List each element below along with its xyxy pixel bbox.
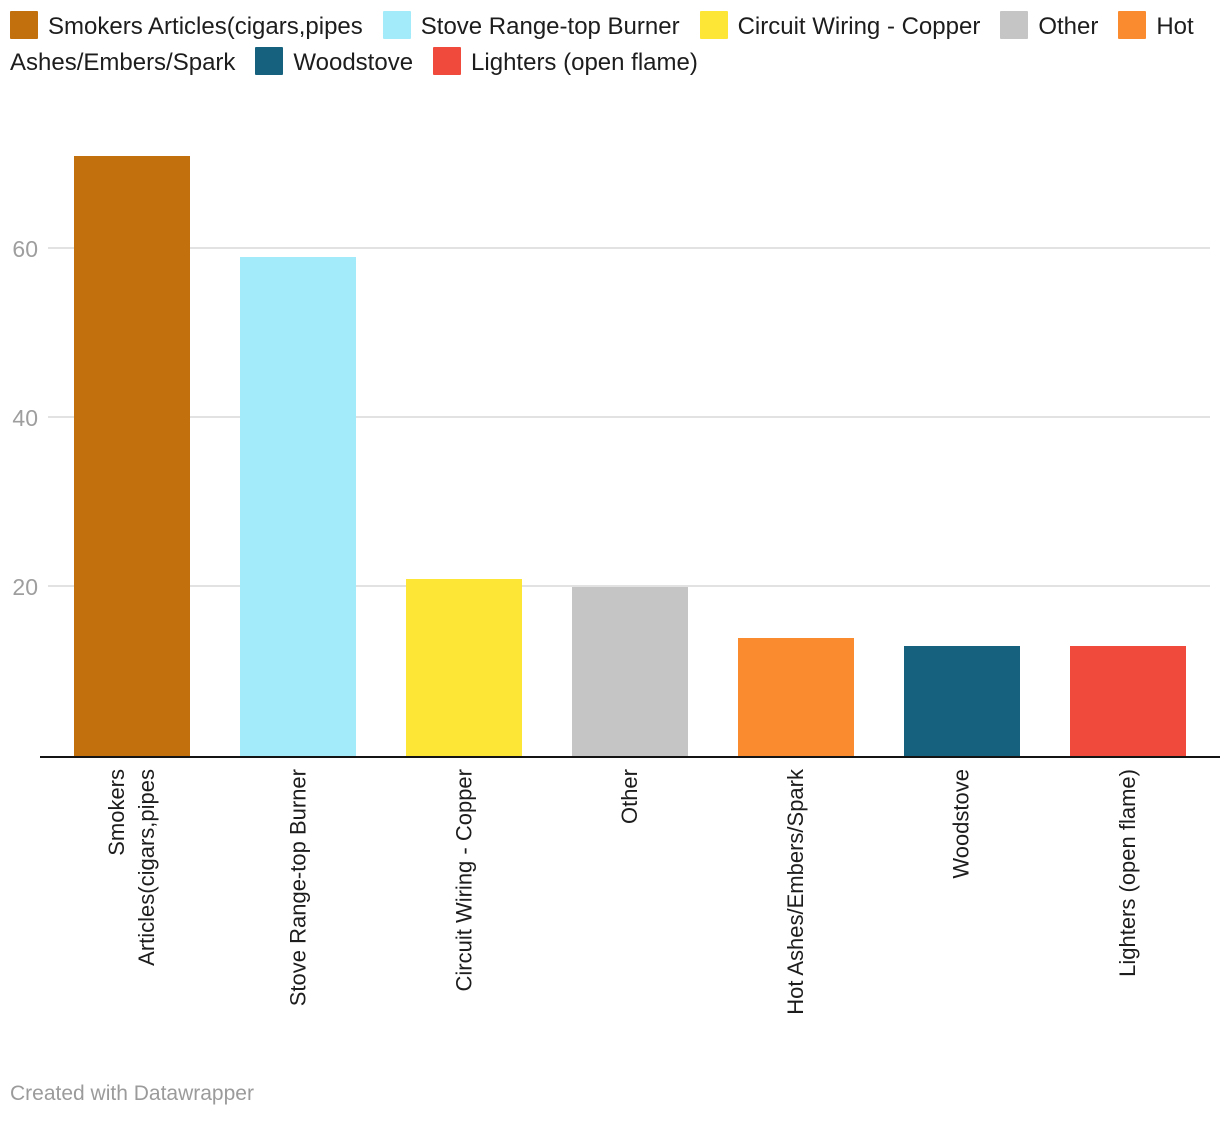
legend-label: Hot Ashes/Embers/Spark — [10, 13, 1194, 76]
legend-item: Stove Range-top Burner — [382, 11, 680, 40]
x-axis-label: Circuit Wiring - Copper — [451, 769, 476, 992]
legend-item: Woodstove — [255, 47, 414, 76]
legend-swatch-square — [699, 11, 728, 39]
legend-swatch-square — [10, 11, 38, 39]
gridline-y-20 — [48, 585, 1210, 587]
legend-item: Lighters (open flame) — [433, 47, 698, 76]
bar-smokers-articles-cigars-pipes[interactable] — [74, 156, 190, 756]
bar-chart: 20 40 60 — [0, 99, 1220, 758]
y-tick-label: 20 — [12, 574, 38, 600]
y-tick-label: 60 — [12, 236, 38, 262]
x-axis-label: Woodstove — [949, 769, 974, 879]
legend-label: Woodstove — [293, 49, 414, 76]
legend-label: Stove Range-top Burner — [420, 13, 680, 40]
legend-label: Other — [1038, 13, 1099, 40]
x-axis-labels: Smokers Articles(cigars,pipes Stove Range… — [0, 758, 1220, 1058]
x-axis-label: Hot Ashes/Embers/Spark — [783, 769, 808, 1015]
legend-item: Circuit Wiring - Copper — [699, 11, 981, 40]
x-axis-label: Lighters (open flame) — [1115, 769, 1140, 977]
legend-swatch-square — [433, 47, 462, 75]
legend-label: Circuit Wiring - Copper — [737, 13, 981, 40]
bar-woodstove[interactable] — [904, 646, 1020, 756]
chart-legend: Smokers Articles(cigars,pipes Stove Range… — [0, 0, 1220, 81]
gridline-y-60 — [48, 247, 1210, 249]
legend-item: Other — [1000, 11, 1099, 40]
bar-other[interactable] — [572, 587, 688, 756]
gridline-y-40 — [48, 416, 1210, 418]
x-axis-line — [40, 756, 1220, 758]
x-axis-label: Smokers Articles(cigars,pipes — [104, 769, 159, 966]
y-tick-label: 40 — [12, 405, 38, 431]
legend-label: Smokers Articles(cigars,pipes — [48, 13, 363, 40]
datawrapper-credit-link[interactable]: Created with Datawrapper — [10, 1082, 254, 1105]
legend-swatch-square — [255, 47, 284, 75]
chart-footer: Created with Datawrapper — [0, 1058, 1220, 1106]
legend-item: Smokers Articles(cigars,pipes — [10, 11, 363, 40]
legend-swatch-square — [1000, 11, 1029, 39]
bar-stove-range-top-burner[interactable] — [240, 257, 356, 756]
bar-hot-ashes-embers-spark[interactable] — [738, 637, 854, 756]
legend-swatch-square — [1118, 11, 1147, 39]
legend-item: Hot Ashes/Embers/Spark — [10, 11, 1194, 76]
bar-lighters-open-flame[interactable] — [1070, 646, 1186, 756]
x-axis-label: Stove Range-top Burner — [285, 769, 310, 1007]
legend-swatch-square — [382, 11, 411, 39]
legend-label: Lighters (open flame) — [471, 49, 698, 76]
bar-circuit-wiring-copper[interactable] — [406, 578, 522, 756]
x-axis-label: Other — [617, 769, 642, 825]
